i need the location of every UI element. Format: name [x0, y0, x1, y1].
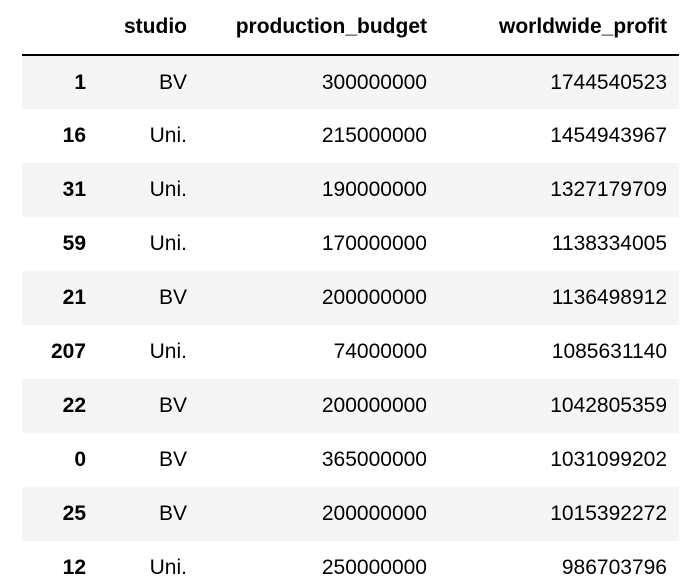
- table-row: 1 BV 300000000 1744540523: [22, 55, 679, 109]
- studio-cell: BV: [158, 394, 187, 417]
- table-row: 12 Uni. 250000000 986703796: [22, 541, 679, 588]
- worldwide-profit-cell: 1042805359: [550, 394, 667, 417]
- header-row: studio production_budget worldwide_profi…: [22, 0, 679, 56]
- row-index: 59: [62, 232, 86, 255]
- studio-cell: Uni.: [149, 178, 187, 201]
- row-index: 207: [50, 340, 86, 363]
- table-row: 59 Uni. 170000000 1138334005: [22, 217, 679, 271]
- table-row: 25 BV 200000000 1015392272: [22, 487, 679, 541]
- studio-cell: BV: [158, 448, 187, 471]
- row-index: 31: [62, 178, 86, 201]
- table-row: 207 Uni. 74000000 1085631140: [22, 325, 679, 379]
- studio-cell: Uni.: [149, 556, 187, 579]
- studio-column-header: studio: [98, 0, 199, 56]
- row-index: 1: [74, 70, 86, 94]
- table-body: 1 BV 300000000 1744540523 16 Uni. 215000…: [22, 55, 679, 588]
- worldwide-profit-cell: 1454943967: [550, 124, 667, 147]
- table-row: 21 BV 200000000 1136498912: [22, 271, 679, 325]
- studio-cell: BV: [158, 286, 187, 309]
- studio-cell: BV: [158, 70, 187, 94]
- worldwide-profit-cell: 1136498912: [551, 286, 667, 309]
- production-budget-cell: 200000000: [321, 502, 427, 525]
- worldwide-profit-cell: 1015392272: [550, 502, 667, 525]
- worldwide-profit-column-header: worldwide_profit: [439, 0, 679, 56]
- production-budget-cell: 215000000: [321, 124, 427, 147]
- worldwide-profit-cell: 1031099202: [550, 448, 667, 471]
- row-index: 22: [62, 394, 86, 417]
- index-column-header: [22, 0, 98, 56]
- row-index: 21: [62, 286, 86, 309]
- production-budget-column-header: production_budget: [199, 0, 439, 56]
- table-row: 0 BV 365000000 1031099202: [22, 433, 679, 487]
- worldwide-profit-cell: 986703796: [561, 556, 667, 579]
- production-budget-cell: 190000000: [321, 178, 427, 201]
- production-budget-cell: 250000000: [321, 556, 427, 579]
- studio-cell: Uni.: [149, 124, 187, 147]
- production-budget-cell: 300000000: [321, 70, 427, 94]
- table-row: 22 BV 200000000 1042805359: [22, 379, 679, 433]
- worldwide-profit-cell: 1327179709: [550, 178, 667, 201]
- production-budget-cell: 170000000: [321, 232, 427, 255]
- studio-cell: Uni.: [149, 340, 187, 363]
- row-index: 25: [62, 502, 86, 525]
- production-budget-cell: 200000000: [321, 286, 427, 309]
- dataframe-table: studio production_budget worldwide_profi…: [22, 0, 679, 588]
- production-budget-cell: 365000000: [321, 448, 427, 471]
- production-budget-cell: 200000000: [321, 394, 427, 417]
- worldwide-profit-cell: 1138334005: [551, 232, 667, 255]
- row-index: 0: [74, 448, 86, 471]
- table-header: studio production_budget worldwide_profi…: [22, 0, 679, 56]
- table-row: 16 Uni. 215000000 1454943967: [22, 109, 679, 163]
- studio-cell: Uni.: [149, 232, 187, 255]
- studio-cell: BV: [158, 502, 187, 525]
- worldwide-profit-cell: 1744540523: [550, 70, 667, 94]
- row-index: 16: [62, 124, 86, 147]
- production-budget-cell: 74000000: [333, 340, 427, 363]
- worldwide-profit-cell: 1085631140: [551, 340, 667, 363]
- table-row: 31 Uni. 190000000 1327179709: [22, 163, 679, 217]
- row-index: 12: [62, 556, 86, 579]
